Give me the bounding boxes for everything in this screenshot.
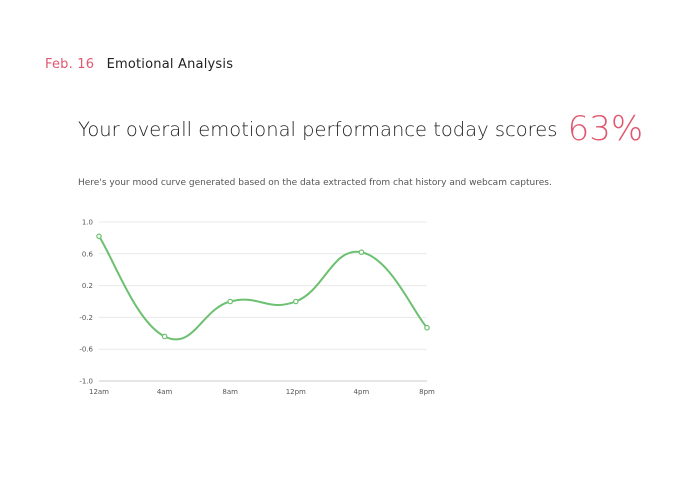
headline: Your overall emotional performance today… — [78, 105, 643, 149]
y-tick-label: -0.6 — [79, 346, 93, 354]
date-label: Feb. 16 — [45, 57, 95, 72]
y-tick-label: 0.6 — [82, 250, 94, 258]
section-title: Emotional Analysis — [106, 57, 234, 72]
data-point — [358, 249, 365, 256]
x-tick-label: 8pm — [419, 388, 435, 396]
data-point — [292, 298, 299, 305]
y-tick-label: 0.2 — [82, 282, 93, 290]
x-tick-label: 12pm — [286, 388, 306, 396]
x-tick-label: 12am — [89, 388, 109, 396]
y-tick-label: 1.0 — [82, 219, 93, 227]
score-value: 63% — [567, 109, 644, 149]
mood-line — [98, 235, 428, 341]
x-tick-label: 4am — [157, 388, 173, 396]
data-point — [161, 333, 168, 340]
headline-text: Your overall emotional performance today… — [78, 118, 558, 141]
y-tick-label: -0.2 — [79, 314, 93, 322]
data-point — [424, 324, 430, 331]
description-text: Here's your mood curve generated based o… — [78, 178, 552, 188]
y-tick-label: -1.0 — [79, 378, 93, 386]
x-tick-label: 4pm — [354, 388, 370, 396]
x-tick-label: 8am — [222, 388, 238, 396]
data-point — [96, 233, 102, 240]
page-header: Feb. 16 Emotional Analysis — [45, 57, 233, 72]
data-point — [227, 298, 234, 305]
